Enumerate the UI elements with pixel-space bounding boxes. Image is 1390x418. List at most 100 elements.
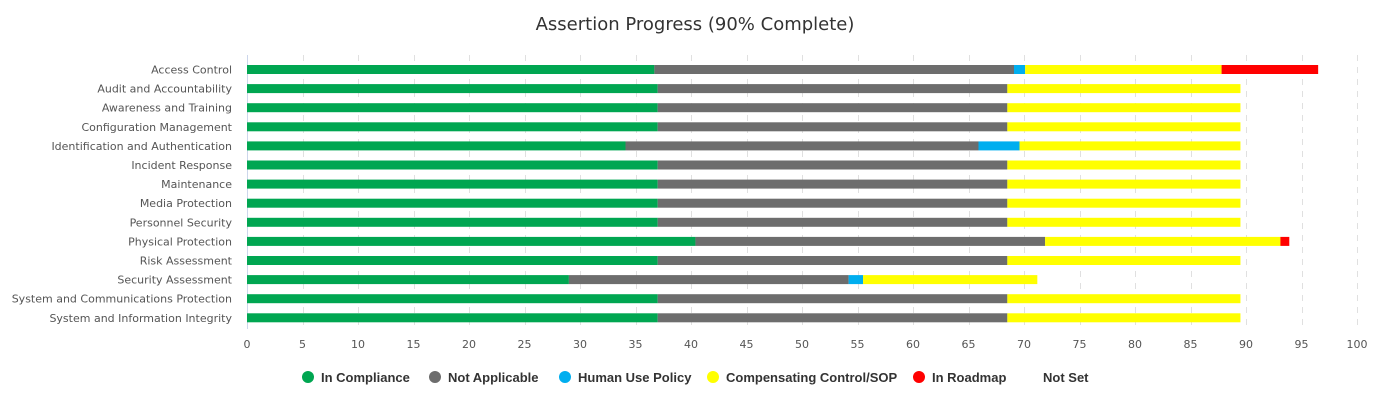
bar-segment[interactable] (1007, 256, 1241, 265)
legend-label: Not Set (1043, 370, 1089, 385)
legend-marker (559, 371, 571, 383)
category-label: Identification and Authentication (51, 140, 232, 153)
bar-segment[interactable] (247, 198, 658, 208)
legend-item[interactable]: In Compliance (302, 370, 410, 385)
legend-item[interactable]: Human Use Policy (559, 370, 692, 385)
bar-segment[interactable] (568, 275, 849, 285)
x-tick-label: 20 (462, 338, 476, 351)
x-tick-label: 80 (1128, 338, 1142, 351)
bar-segment[interactable] (1007, 103, 1241, 113)
bar-segment[interactable] (247, 313, 658, 323)
x-tick-label: 85 (1184, 338, 1198, 351)
bar-segment[interactable] (657, 84, 1008, 94)
bar-segment[interactable] (247, 256, 658, 265)
bar-segment[interactable] (1007, 179, 1241, 189)
bar-segment[interactable] (1007, 313, 1241, 323)
x-tick-label: 90 (1239, 338, 1253, 351)
bar-segment[interactable] (657, 256, 1008, 265)
bar-segment[interactable] (625, 141, 979, 151)
bar-segment[interactable] (654, 65, 1015, 74)
legend-marker (707, 371, 719, 383)
bar-segment[interactable] (978, 141, 1020, 151)
category-label: Awareness and Training (102, 102, 232, 115)
value-axis: 0 5 10 15 20 25 30 35 40 45 50 55 60 65 70 75 80 85 90 95 10… (244, 338, 1368, 351)
category-label: Risk Assessment (140, 255, 233, 268)
x-tick-label: 30 (573, 338, 587, 351)
x-tick-label: 45 (740, 338, 754, 351)
bar-segment[interactable] (1007, 198, 1241, 208)
x-tick-label: 100 (1347, 338, 1368, 351)
legend-label: In Compliance (321, 370, 410, 385)
bar-segment[interactable] (1007, 160, 1241, 170)
bar-segment[interactable] (695, 236, 1046, 246)
category-label: System and Communications Protection (12, 293, 232, 306)
bar-segment[interactable] (247, 122, 658, 132)
bar-segment[interactable] (657, 103, 1008, 113)
bar-segment[interactable] (1045, 236, 1281, 246)
bar-segment[interactable] (657, 160, 1008, 170)
category-label: Maintenance (161, 178, 232, 191)
bar-segment[interactable] (1007, 84, 1241, 94)
bar-segment[interactable] (863, 275, 1038, 285)
legend-item[interactable]: Not Set (1043, 370, 1089, 385)
bar-segment[interactable] (1019, 141, 1241, 151)
chart-title: Assertion Progress (90% Complete) (536, 14, 855, 35)
bar-segment[interactable] (247, 275, 569, 285)
x-tick-label: 25 (518, 338, 532, 351)
x-tick-label: 50 (795, 338, 809, 351)
x-tick-label: 55 (851, 338, 865, 351)
legend-item[interactable]: Compensating Control/SOP (707, 370, 898, 385)
bar-segment[interactable] (247, 217, 658, 227)
legend-item[interactable]: In Roadmap (913, 370, 1006, 385)
category-label: Media Protection (140, 197, 232, 210)
category-label: Physical Protection (128, 235, 232, 248)
category-label: Incident Response (131, 159, 232, 172)
bar-segment[interactable] (1007, 217, 1241, 227)
x-tick-label: 60 (906, 338, 920, 351)
bar-segment[interactable] (1280, 236, 1290, 246)
x-tick-label: 5 (299, 338, 306, 351)
legend-marker (302, 371, 314, 383)
legend-marker (913, 371, 925, 383)
x-tick-label: 15 (407, 338, 421, 351)
bar-area (247, 65, 1319, 323)
bar-segment[interactable] (657, 198, 1008, 208)
legend-label: In Roadmap (932, 370, 1006, 385)
bar-segment[interactable] (657, 179, 1008, 189)
bar-segment[interactable] (247, 236, 696, 246)
bar-segment[interactable] (247, 160, 658, 170)
legend-item[interactable]: Not Applicable (429, 370, 539, 385)
category-label: Configuration Management (81, 121, 232, 134)
bar-segment[interactable] (1025, 65, 1222, 74)
bar-segment[interactable] (657, 313, 1008, 323)
category-label: System and Information Integrity (49, 312, 232, 325)
x-tick-label: 10 (351, 338, 365, 351)
bar-segment[interactable] (247, 179, 658, 189)
bar-segment[interactable] (247, 65, 655, 74)
bar-segment[interactable] (247, 294, 658, 304)
bar-segment[interactable] (657, 294, 1008, 304)
bar-segment[interactable] (657, 122, 1008, 132)
x-tick-label: 75 (1073, 338, 1087, 351)
bar-segment[interactable] (1007, 122, 1241, 132)
bar-segment[interactable] (1221, 65, 1319, 74)
x-tick-label: 40 (684, 338, 698, 351)
category-label: Access Control (151, 64, 232, 77)
bar-segment[interactable] (1007, 294, 1241, 304)
bar-segment[interactable] (247, 84, 658, 94)
grid-lines (247, 55, 1358, 329)
bar-segment[interactable] (1014, 65, 1026, 74)
bar-segment[interactable] (247, 141, 626, 151)
bar-segment[interactable] (848, 275, 864, 285)
legend: In Compliance Not Applicable Human Use Pol… (302, 370, 1089, 385)
category-label: Personnel Security (130, 216, 233, 229)
category-label: Audit and Accountability (97, 83, 232, 96)
x-tick-label: 95 (1295, 338, 1309, 351)
category-label: Security Assessment (117, 274, 232, 287)
x-tick-label: 65 (962, 338, 976, 351)
x-tick-label: 35 (629, 338, 643, 351)
bar-segment[interactable] (657, 217, 1008, 227)
bar-segment[interactable] (247, 103, 658, 113)
